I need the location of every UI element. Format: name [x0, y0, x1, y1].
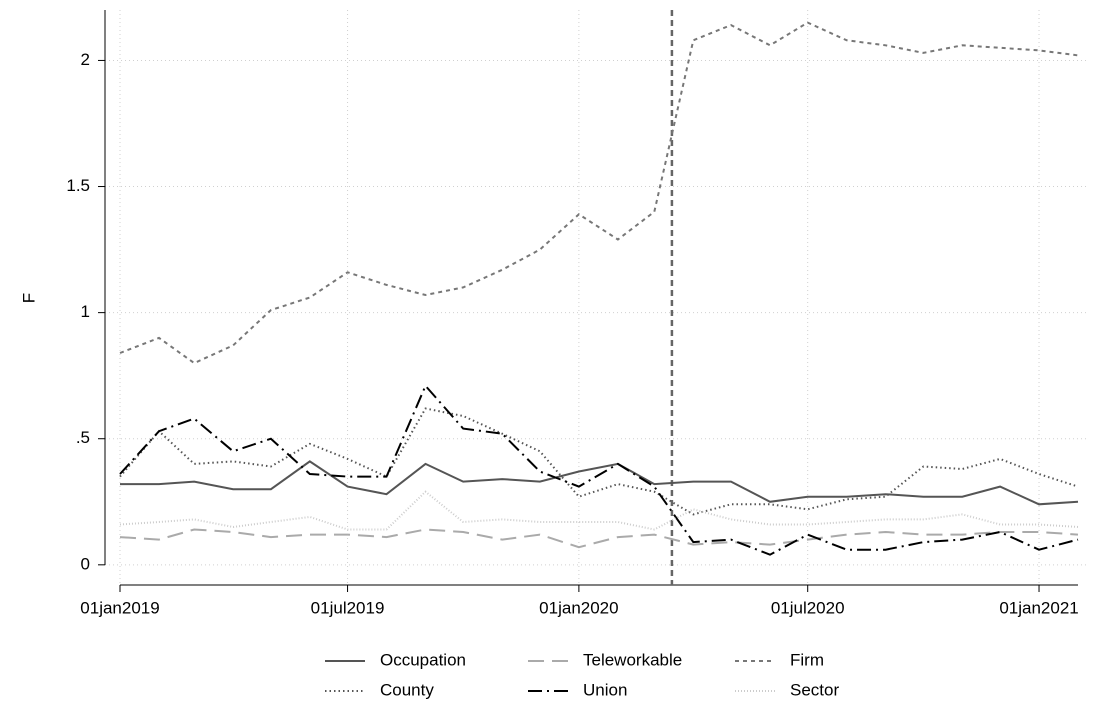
series-line — [119, 407, 1079, 516]
y-tick-label: 2 — [81, 50, 90, 69]
x-tick-label: 01jul2020 — [771, 598, 845, 617]
legend-label: County — [380, 680, 434, 699]
legend-label: Sector — [790, 680, 839, 699]
series-line — [120, 460, 1079, 506]
x-tick-label: 01jan2021 — [999, 598, 1078, 617]
series-line — [119, 21, 1079, 365]
y-tick-label: 1 — [81, 302, 90, 321]
legend-label: Occupation — [380, 650, 466, 669]
y-tick-label: 0 — [81, 554, 90, 573]
y-tick-label: .5 — [76, 428, 90, 447]
y-tick-label: 1.5 — [66, 176, 90, 195]
x-tick-label: 01jul2019 — [311, 598, 385, 617]
legend-label: Union — [583, 680, 627, 699]
legend-label: Firm — [790, 650, 824, 669]
y-axis-title: F — [19, 293, 38, 303]
series-line — [119, 528, 1079, 549]
x-tick-label: 01jan2020 — [539, 598, 618, 617]
x-tick-label: 01jan2019 — [80, 598, 159, 617]
legend-label: Teleworkable — [583, 650, 682, 669]
series-line — [119, 383, 1079, 556]
series-line — [119, 490, 1079, 531]
